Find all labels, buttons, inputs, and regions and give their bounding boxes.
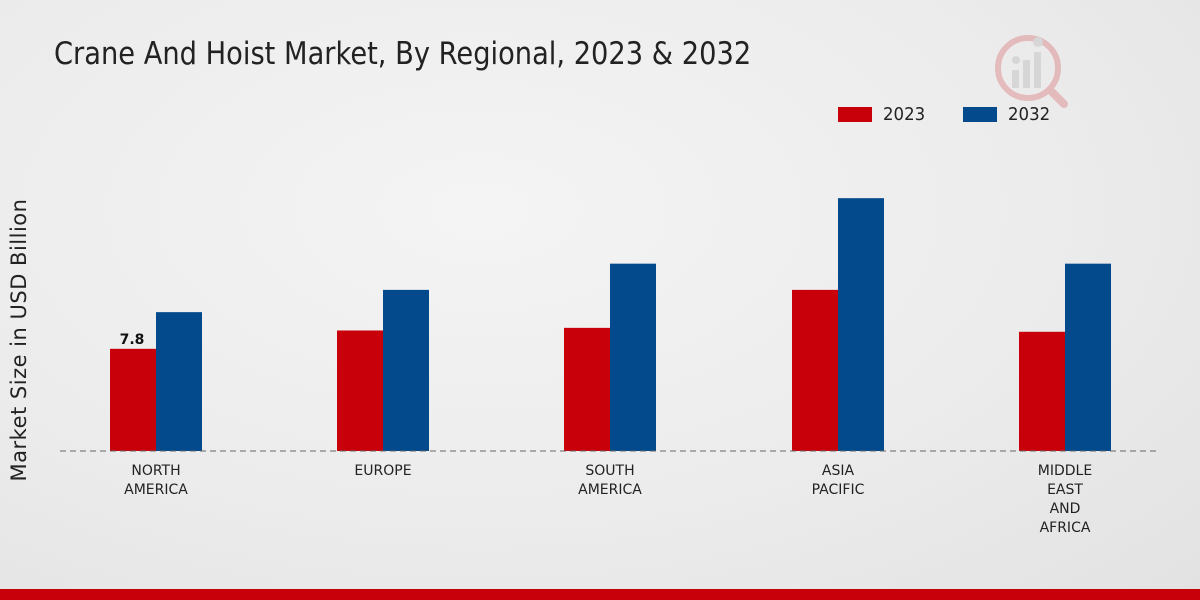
bar-2032-2 <box>610 263 656 451</box>
brand-logo-icon <box>994 30 1070 110</box>
legend-item-2032[interactable]: 2032 <box>962 104 1054 125</box>
bar-2023-1 <box>337 330 383 451</box>
x-tick-label-0: NORTH AMERICA <box>124 463 188 498</box>
bar-2032-0 <box>156 312 202 451</box>
legend-swatch-2023 <box>838 107 872 122</box>
bar-2023-4 <box>1019 331 1065 451</box>
bar-2023-0 <box>110 348 156 451</box>
bar-2023-2 <box>564 327 610 451</box>
bar-2032-4 <box>1065 263 1111 451</box>
x-tick-label-1: EUROPE <box>354 463 411 479</box>
bar-2032-1 <box>383 289 429 451</box>
bottom-accent-bar <box>0 589 1200 600</box>
data-label-0: 7.8 <box>120 332 145 348</box>
legend-label-2023: 2023 <box>883 104 926 125</box>
legend-label-2032: 2032 <box>1007 104 1050 125</box>
legend-swatch-2032 <box>962 107 997 122</box>
chart-title: Crane And Hoist Market, By Regional, 202… <box>54 36 752 72</box>
x-tick-label-3: ASIA PACIFIC <box>812 463 865 498</box>
x-tick-label-2: SOUTH AMERICA <box>578 463 642 498</box>
x-tick-label-4: MIDDLE EAST AND AFRICA <box>1038 463 1092 536</box>
bar-2023-3 <box>792 289 838 451</box>
bar-2032-3 <box>838 198 884 451</box>
chart-legend: 2023 2032 <box>838 104 1088 125</box>
legend-item-2023[interactable]: 2023 <box>838 104 929 125</box>
